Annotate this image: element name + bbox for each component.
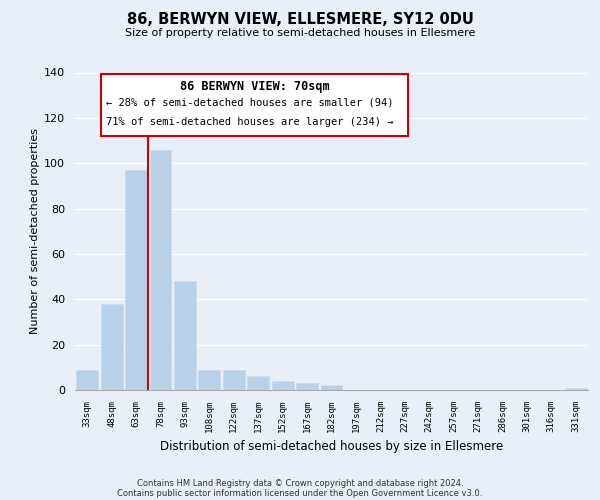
Bar — [101, 304, 122, 390]
Bar — [272, 381, 293, 390]
Bar — [320, 386, 343, 390]
Bar — [76, 370, 98, 390]
Text: 86, BERWYN VIEW, ELLESMERE, SY12 0DU: 86, BERWYN VIEW, ELLESMERE, SY12 0DU — [127, 12, 473, 28]
X-axis label: Distribution of semi-detached houses by size in Ellesmere: Distribution of semi-detached houses by … — [160, 440, 503, 454]
Bar — [125, 170, 147, 390]
Y-axis label: Number of semi-detached properties: Number of semi-detached properties — [30, 128, 40, 334]
Bar — [149, 150, 172, 390]
Text: Contains HM Land Registry data © Crown copyright and database right 2024.: Contains HM Land Registry data © Crown c… — [137, 478, 463, 488]
Bar — [174, 281, 196, 390]
Bar — [199, 370, 220, 390]
Text: Size of property relative to semi-detached houses in Ellesmere: Size of property relative to semi-detach… — [125, 28, 475, 38]
Text: 86 BERWYN VIEW: 70sqm: 86 BERWYN VIEW: 70sqm — [180, 80, 329, 94]
FancyBboxPatch shape — [101, 74, 409, 136]
Bar — [247, 376, 269, 390]
Text: Contains public sector information licensed under the Open Government Licence v3: Contains public sector information licen… — [118, 488, 482, 498]
Bar — [223, 370, 245, 390]
Bar — [296, 383, 318, 390]
Text: ← 28% of semi-detached houses are smaller (94): ← 28% of semi-detached houses are smalle… — [106, 98, 393, 108]
Text: 71% of semi-detached houses are larger (234) →: 71% of semi-detached houses are larger (… — [106, 117, 393, 127]
Bar — [565, 388, 587, 390]
